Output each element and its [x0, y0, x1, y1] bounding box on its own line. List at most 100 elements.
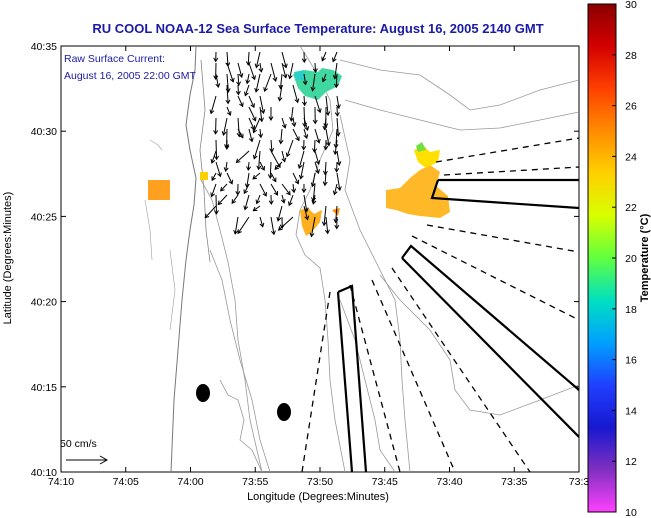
current-vector [291, 183, 297, 194]
current-vector [325, 128, 331, 147]
current-vector [281, 51, 288, 69]
y-tick-label: 40:20 [31, 297, 57, 309]
sst-patch-east [386, 165, 450, 218]
current-vector [314, 95, 322, 114]
current-vector [215, 73, 221, 89]
current-vector [263, 73, 272, 93]
current-vector [332, 51, 338, 63]
current-vector [274, 161, 283, 170]
current-vector [246, 161, 252, 171]
current-vector [302, 73, 308, 86]
current-vector [268, 106, 274, 122]
scale-bar-arrow [66, 455, 109, 465]
current-vector [220, 183, 228, 192]
current-vector [235, 84, 241, 96]
sst-patch-north [293, 68, 342, 100]
current-vector [335, 95, 341, 110]
current-vector [322, 161, 328, 176]
bathymetry-contour [219, 379, 263, 472]
colorbar-tick-label: 28 [625, 50, 637, 62]
current-vector [270, 216, 276, 236]
current-vector [213, 194, 219, 215]
current-vector [292, 84, 300, 104]
bathymetry-contour [339, 59, 579, 111]
current-vector [259, 106, 264, 123]
current-vector [298, 161, 305, 180]
current-vector [303, 117, 310, 132]
current-vector [244, 84, 250, 97]
current-vector [231, 194, 239, 204]
colorbar-label: Temperature (°C) [639, 213, 651, 302]
colorbar-tick-label: 16 [625, 355, 637, 367]
colorbar-tick-label: 12 [625, 456, 637, 468]
map-panel: Raw Surface Current: August 16, 2005 22:… [60, 45, 580, 473]
disposal-area-outline [401, 244, 579, 438]
y-tick-label: 40:25 [31, 211, 57, 223]
current-vector [336, 172, 342, 192]
x-tick-label: 73:3 [569, 476, 590, 488]
x-tick-label: 73:35 [501, 476, 527, 488]
y-axis-ticks: 40:35 40:30 40:25 40:20 40:15 40:10 [31, 41, 579, 479]
current-vector [312, 139, 318, 153]
current-vector [259, 95, 266, 115]
current-vector [291, 117, 297, 128]
x-axis-label: Longitude (Degrees:Minutes) [247, 491, 389, 503]
current-vector [235, 150, 250, 164]
bathymetry-contour [344, 99, 579, 131]
current-vector [297, 150, 305, 170]
current-vector [321, 73, 327, 83]
current-vector [223, 161, 229, 172]
current-vector [321, 51, 327, 62]
current-vector [268, 194, 274, 206]
current-vector [226, 172, 234, 185]
current-vector [235, 183, 241, 196]
disposal-area-outline [430, 178, 579, 210]
sst-patch-west-small [200, 172, 208, 180]
current-vector [245, 73, 251, 85]
current-vector [256, 150, 262, 171]
current-vector [323, 139, 329, 151]
current-vector [311, 194, 317, 205]
current-vector [259, 161, 265, 171]
current-vector [281, 150, 287, 163]
bathymetry-contour [379, 274, 579, 416]
current-vector [248, 95, 255, 109]
current-vector [254, 51, 261, 69]
current-vector [281, 183, 291, 196]
sst-patch-west [148, 180, 170, 200]
current-vector [248, 62, 256, 81]
bathymetry-contour [295, 46, 346, 472]
current-vector [334, 161, 340, 173]
current-vector [310, 73, 316, 92]
colorbar-tick-label: 10 [625, 507, 637, 518]
current-vector [323, 106, 329, 128]
y-tick-label: 40:10 [31, 467, 57, 479]
current-vector [287, 194, 294, 207]
dashed-boundary-lines [301, 137, 579, 472]
current-vector [312, 106, 318, 125]
current-vector [237, 128, 244, 139]
current-vector [236, 73, 242, 87]
current-vector [233, 216, 239, 235]
x-tick-label: 74:10 [48, 476, 74, 488]
current-vector [224, 139, 230, 151]
current-vector [270, 183, 279, 196]
current-vector [301, 51, 307, 64]
current-vector [309, 216, 316, 238]
current-vector [214, 139, 219, 161]
current-vector [314, 128, 321, 144]
current-vector [215, 161, 222, 178]
x-tick-label: 73:40 [436, 476, 462, 488]
current-vector [334, 106, 340, 117]
colorbar-tick-label: 18 [625, 304, 637, 316]
current-vector [210, 183, 217, 198]
bathymetry-contour [339, 299, 396, 472]
surface-current-vectors [204, 51, 342, 238]
current-vector [252, 172, 261, 180]
current-vector [258, 62, 264, 73]
colorbar: 30 28 26 24 22 20 18 16 14 12 10 Temperature (°C) [587, 0, 651, 518]
current-vector [336, 150, 342, 167]
current-vector [237, 62, 244, 79]
current-vector [258, 128, 264, 139]
